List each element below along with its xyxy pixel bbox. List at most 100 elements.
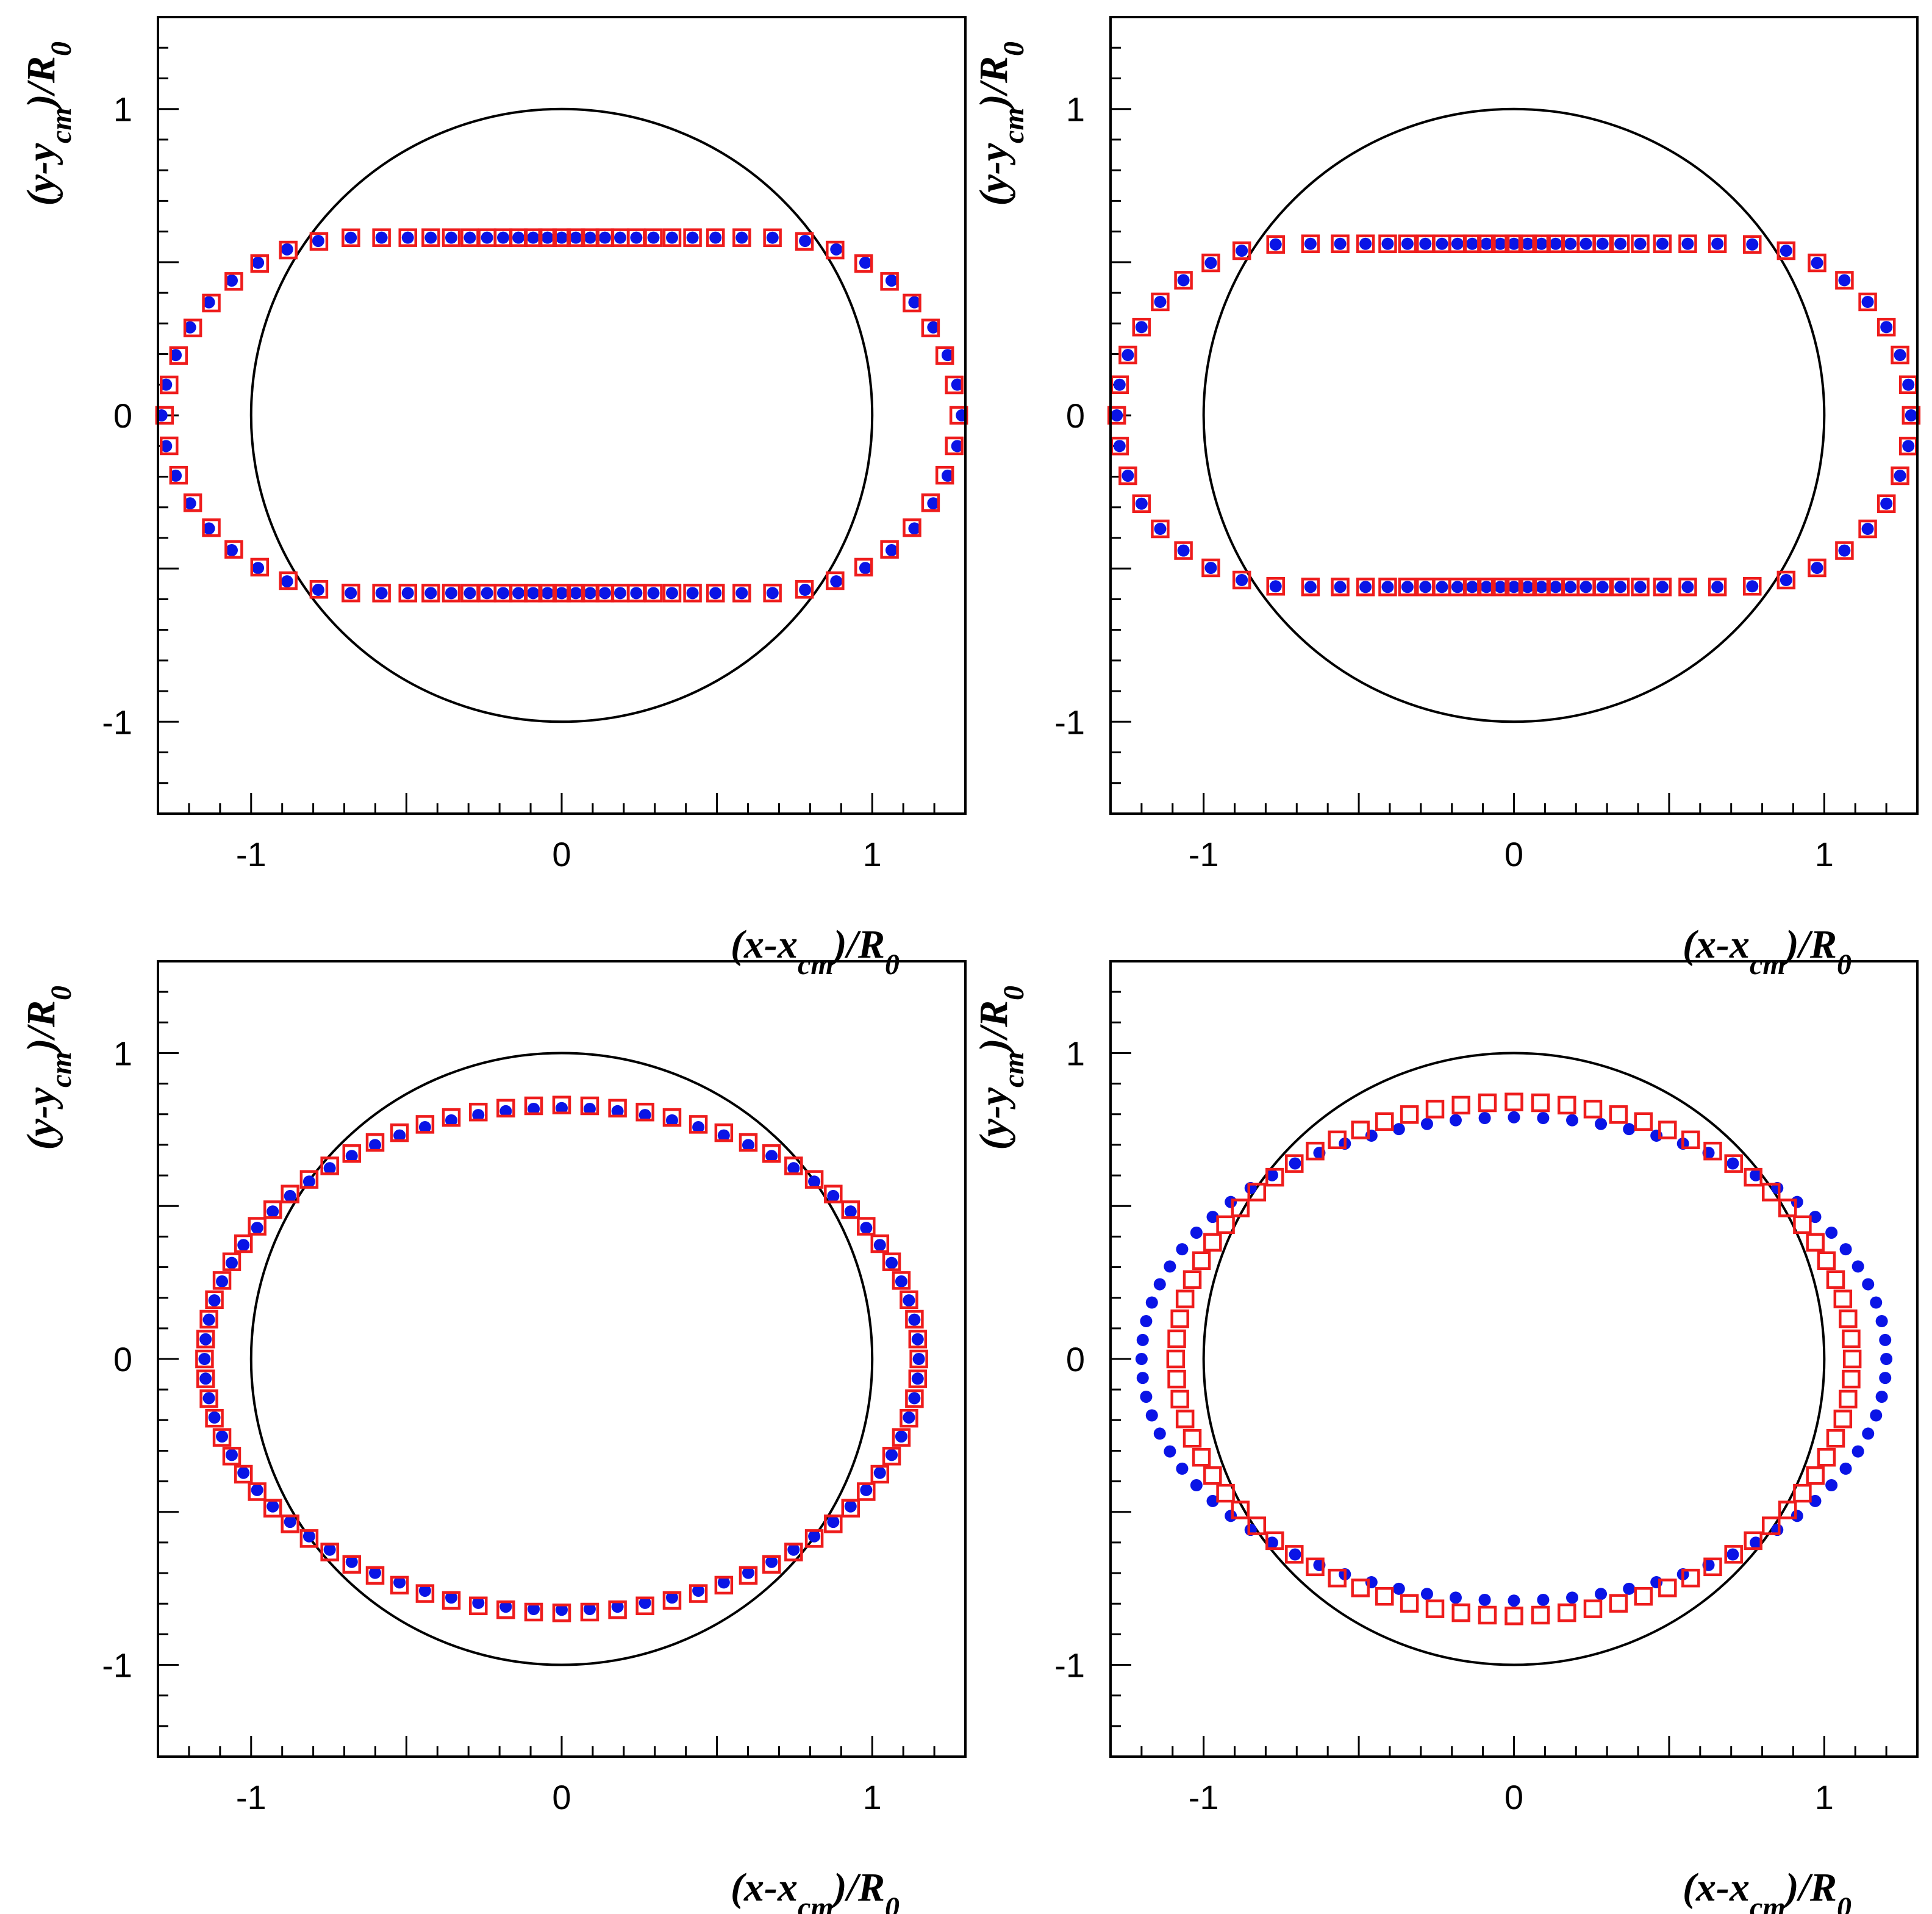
data-point-square	[196, 1330, 215, 1349]
data-point-dot	[570, 587, 582, 600]
data-point-square	[826, 240, 845, 260]
data-point-dot	[895, 1275, 907, 1288]
data-point-dot	[556, 1102, 568, 1114]
data-point-dot	[1811, 257, 1823, 270]
data-point-square	[279, 240, 298, 260]
data-point-dot	[1265, 1536, 1278, 1549]
data-point-dot	[1145, 1409, 1158, 1422]
data-point-dot	[1879, 1333, 1892, 1346]
data-point-square	[1817, 1251, 1836, 1271]
data-point-square	[1504, 578, 1523, 597]
data-point-square	[342, 228, 360, 248]
data-point-dot	[1153, 1278, 1166, 1291]
data-point-square	[870, 1234, 890, 1253]
data-point-dot	[1135, 497, 1148, 510]
data-point-dot	[160, 440, 173, 453]
data-point-square	[1806, 1233, 1825, 1252]
data-point-dot	[766, 231, 779, 244]
data-point-square	[903, 293, 921, 313]
data-point-square	[706, 228, 725, 247]
data-point-dot	[1862, 1427, 1875, 1440]
data-point-square	[442, 228, 461, 247]
data-point-square	[1356, 234, 1375, 253]
data-point-square	[1839, 1389, 1858, 1409]
data-point-dot	[401, 587, 414, 600]
data-point-square	[762, 1144, 781, 1163]
data-point-dot	[528, 1602, 540, 1615]
data-point-square	[1877, 494, 1896, 513]
data-point-square	[1285, 1154, 1304, 1173]
data-point-square	[552, 228, 571, 247]
x-tick-label: 1	[1815, 835, 1834, 873]
data-point-square	[1306, 1557, 1325, 1577]
data-point-square	[309, 232, 329, 251]
data-point-square	[1634, 1112, 1653, 1131]
data-point-square	[442, 584, 461, 603]
y-tick-label: -1	[102, 1646, 132, 1685]
data-point-dot	[302, 1530, 315, 1543]
data-point-dot	[1537, 1112, 1550, 1125]
data-point-dot	[1791, 1195, 1803, 1208]
data-point-dot	[393, 1129, 406, 1142]
data-point-square	[1609, 1105, 1628, 1124]
data-point-square	[882, 1447, 901, 1466]
data-point-square	[1356, 578, 1375, 597]
data-point-square	[195, 1349, 214, 1369]
data-point-dot	[1401, 237, 1414, 250]
data-point-dot	[799, 584, 812, 597]
data-point-dot	[199, 1372, 212, 1385]
data-point-dot	[735, 587, 748, 600]
data-point-square	[804, 1170, 824, 1189]
data-point-square	[1504, 234, 1523, 253]
data-point-dot	[1334, 581, 1347, 593]
data-point-dot	[1791, 1510, 1803, 1522]
data-point-dot	[951, 378, 964, 391]
data-point-dot	[198, 1353, 211, 1365]
data-point-dot	[1419, 581, 1432, 593]
data-point-square	[662, 1108, 682, 1127]
x-tick-label: 0	[552, 835, 571, 873]
data-point-square	[1776, 241, 1796, 260]
data-point-square	[1182, 1428, 1202, 1448]
data-point-square	[1416, 234, 1435, 253]
data-point-dot	[1614, 581, 1627, 593]
data-point-dot	[1135, 321, 1148, 334]
data-point-square	[538, 228, 557, 247]
series-open-square	[1166, 1092, 1862, 1625]
data-point-dot	[1480, 581, 1493, 593]
data-point-square	[1806, 1466, 1825, 1485]
data-point-dot	[614, 231, 626, 244]
data-point-square	[281, 1185, 299, 1203]
x-tick-label: 1	[863, 835, 882, 873]
data-point-dot	[541, 231, 554, 244]
data-point-square	[1678, 578, 1697, 597]
data-point-dot	[799, 234, 812, 247]
data-point-dot	[472, 1596, 485, 1609]
data-point-dot	[911, 1372, 924, 1385]
data-point-dot	[251, 1483, 263, 1496]
data-point-dot	[1875, 1390, 1888, 1403]
data-point-square	[1839, 1309, 1858, 1328]
data-point-square	[212, 1271, 232, 1290]
data-point-dot	[765, 1555, 778, 1568]
data-point-square	[263, 1200, 282, 1219]
data-point-dot	[401, 231, 414, 244]
data-point-dot	[1265, 1169, 1278, 1181]
data-point-square	[1182, 1270, 1202, 1289]
data-point-square	[1175, 1289, 1195, 1308]
data-point-square	[1808, 253, 1826, 273]
data-point-square	[1174, 271, 1193, 290]
data-point-dot	[1111, 409, 1123, 421]
data-point-dot	[1177, 544, 1190, 557]
y-axis-label: (y-ycm)/R0	[19, 41, 77, 206]
data-point-square	[1611, 578, 1630, 597]
data-point-square	[1167, 1329, 1186, 1349]
data-point-dot	[1494, 237, 1507, 250]
data-point-square	[1583, 1100, 1603, 1119]
data-point-dot	[941, 349, 954, 362]
data-point-square	[1477, 578, 1496, 597]
data-point-square	[689, 1584, 708, 1603]
data-point-dot	[808, 1530, 821, 1543]
data-point-dot	[527, 587, 540, 600]
data-point-square	[1708, 578, 1727, 597]
